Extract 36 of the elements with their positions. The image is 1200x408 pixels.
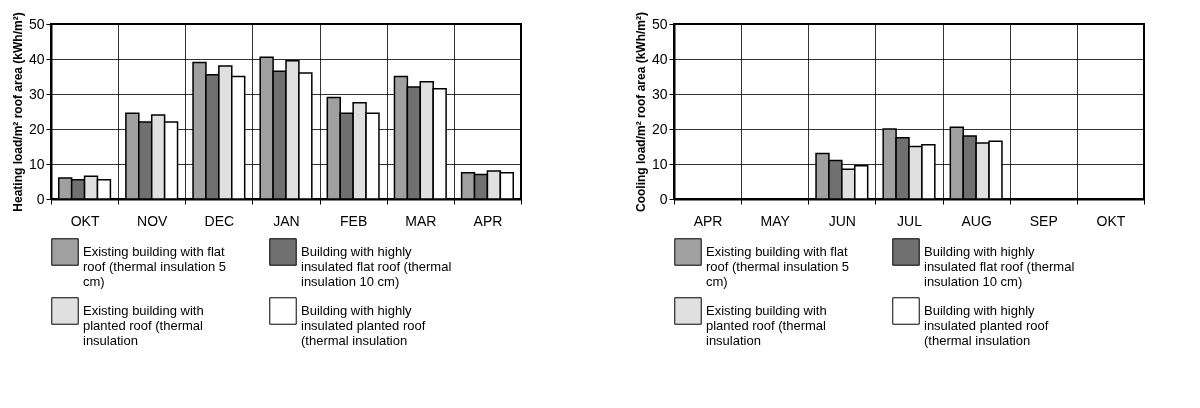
y-tick-label: 10 xyxy=(28,155,45,172)
y-tick-label: 40 xyxy=(28,50,45,67)
y-tick-label: 20 xyxy=(651,120,668,137)
x-tick-label: OKT xyxy=(70,212,100,229)
x-tick-label: OKT xyxy=(1096,212,1126,229)
y-tick-label: 30 xyxy=(651,85,668,102)
y-tick-label: 20 xyxy=(28,120,45,137)
y-axis-title: Cooling load/m² roof area (kWh/m²) xyxy=(633,12,648,212)
y-axis-title: Heating load/m² roof area (kWh/m²) xyxy=(10,12,25,212)
y-tick-label: 40 xyxy=(651,50,668,67)
x-tick-label: JUN xyxy=(828,212,856,229)
x-tick-label: AUG xyxy=(961,212,992,229)
y-tick-label: 10 xyxy=(651,155,668,172)
y-tick-label: 30 xyxy=(28,85,45,102)
legend-label: Existing building with flat roof (thermal insulation 5 cm) xyxy=(706,244,850,289)
x-tick-label: SEP xyxy=(1029,212,1058,229)
legend-label: Building with highly insulated flat roof (thermal insulation 10 cm) xyxy=(301,244,452,289)
x-tick-label: NOV xyxy=(137,212,169,229)
x-tick-label: JUL xyxy=(897,212,923,229)
legend-label: Existing building with planted roof (thermal insulation xyxy=(706,303,827,348)
legend-label: Building with highly insulated planted roof (thermal insulation xyxy=(924,303,1049,348)
legend-label: Existing building with flat roof (thermal insulation 5 cm) xyxy=(83,244,227,289)
x-tick-label: FEB xyxy=(340,212,368,229)
x-tick-label: MAY xyxy=(760,212,791,229)
x-tick-label: APR xyxy=(693,212,723,229)
y-tick-label: 0 xyxy=(659,190,668,207)
y-tick-label: 50 xyxy=(651,15,668,32)
x-tick-label: MAR xyxy=(405,212,437,229)
x-tick-label: JAN xyxy=(273,212,300,229)
x-tick-label: APR xyxy=(473,212,503,229)
legend-label: Existing building with planted roof (thermal insulation xyxy=(83,303,204,348)
legend-label: Building with highly insulated flat roof (thermal insulation 10 cm) xyxy=(924,244,1075,289)
y-tick-label: 0 xyxy=(36,190,45,207)
legend-label: Building with highly insulated planted roof (thermal insulation xyxy=(301,303,426,348)
y-tick-label: 50 xyxy=(28,15,45,32)
x-tick-label: DEC xyxy=(204,212,235,229)
